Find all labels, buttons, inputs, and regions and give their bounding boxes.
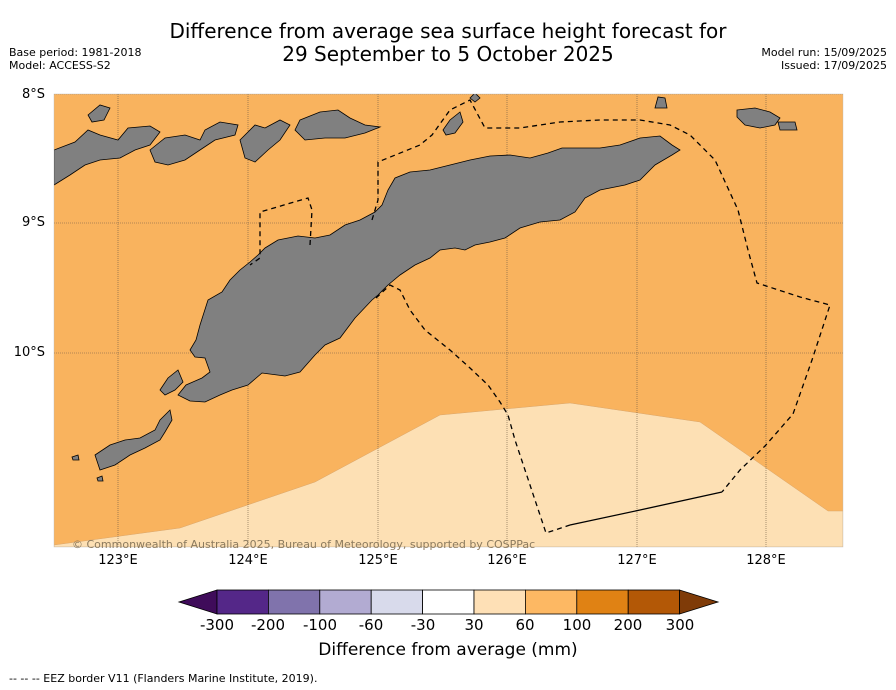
leti-island [736,107,781,129]
timor-island [177,135,681,403]
cbar-swatch [319,589,372,615]
lat-label-9s: 9°S [21,215,45,230]
lon-label-128e: 128°E [746,553,786,568]
wetar-island [294,109,382,141]
cbar-swatch [370,589,424,615]
lon-label-124e: 124°E [228,553,268,568]
cbar-swatch [216,589,269,615]
cbar-swatch [525,589,578,615]
cbar-tick: 300 [665,616,695,634]
small-islet-4 [96,475,104,482]
cbar-tick: -200 [250,616,286,634]
cbar-tick: 200 [613,616,643,634]
cbar-swatch [422,589,475,615]
lon-label-123e: 123°E [98,553,138,568]
meta-left: Base period: 1981-2018 Model: ACCESS-S2 [9,46,141,72]
base-period: Base period: 1981-2018 [9,46,142,59]
cbar-tick: -60 [358,616,384,634]
lon-label-125e: 125°E [358,553,398,568]
eez-legend: -- -- -- EEZ border V11 (Flanders Marine… [9,672,318,685]
cbar-tick: 100 [562,616,592,634]
kisar-island [654,96,668,109]
cbar-swatch [576,589,629,615]
eez-dashed [249,197,313,266]
cbar-tick: -300 [199,616,235,634]
land [54,94,798,482]
pantar-island [149,121,239,166]
moa-island [777,121,798,131]
cbar-tick: 60 [515,616,535,634]
cbar-extend-high [679,589,720,615]
cbar-swatch [473,589,526,615]
lembata-island [239,119,291,163]
lat-label-10s: 10°S [13,345,45,360]
issued-date: Issued: 17/09/2025 [780,59,887,72]
band-30-60 [54,402,843,547]
eez-dashed [371,99,831,493]
model-name: Model: ACCESS-S2 [9,59,111,72]
lon-label-126e: 126°E [487,553,527,568]
model-run: Model run: 15/09/2025 [761,46,887,59]
cbar-tick: 30 [464,616,484,634]
lat-label-8s: 8°S [21,87,45,102]
lon-label-127e: 127°E [617,553,657,568]
alor-island [54,125,161,186]
colorbar-label: Difference from average (mm) [318,640,578,660]
title-line-2: 29 September to 5 October 2025 [282,42,614,66]
atauro-island [442,111,464,136]
small-islet-1 [87,104,111,123]
colorbar [177,589,720,615]
small-islet-2 [469,94,481,103]
copyright-notice: © Commonwealth of Australia 2025, Bureau… [72,538,536,551]
cbar-extend-low [177,589,218,615]
eez-borders [249,99,831,534]
meta-right: Model run: 15/09/2025 Issued: 17/09/2025 [761,46,887,72]
title-line-1: Difference from average sea surface heig… [169,19,727,43]
rote-island [94,409,173,471]
semau-island [159,369,184,396]
cbar-tick: -30 [410,616,436,634]
cbar-swatch [627,589,681,615]
eez-dashed [375,284,571,534]
eez-solid [569,491,723,526]
cbar-swatch [267,589,321,615]
small-islet-3 [71,454,80,461]
map-title: Difference from average sea surface heig… [0,20,896,66]
cbar-tick: -100 [302,616,338,634]
